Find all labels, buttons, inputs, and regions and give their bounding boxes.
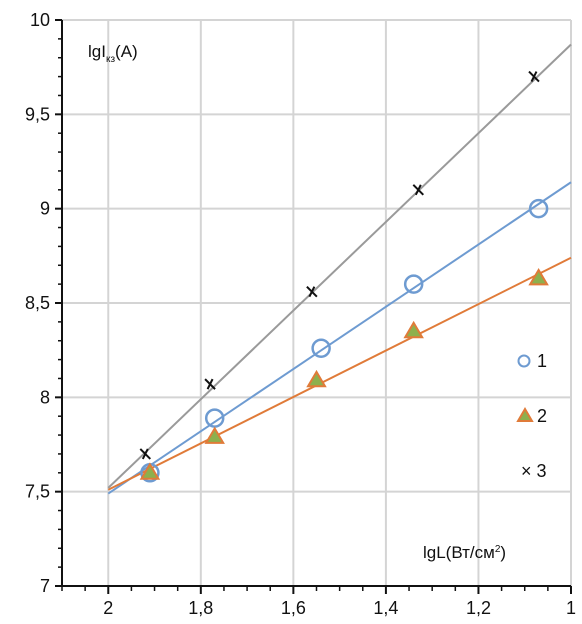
data-points [139, 70, 549, 483]
cross-stroke [206, 378, 214, 390]
cross-stroke [308, 286, 316, 298]
x-tick-label-3: 1,4 [373, 598, 398, 618]
tick-labels: 7 7,5 8 8,5 9 9,5 10 2 1,8 1,6 1,4 1,2 1 [25, 10, 576, 618]
legend: 1 2 × 3 [516, 351, 547, 481]
y-tick-label-4: 9 [40, 199, 50, 219]
point-series-3-4 [528, 70, 540, 83]
fit-line-series-1 [107, 181, 572, 495]
cross-stroke [141, 448, 149, 460]
fit-line-series-3 [107, 43, 572, 489]
y-tick-label-1: 7,5 [25, 482, 50, 502]
legend-label-2: 2 [537, 406, 547, 426]
x-tick-label-0: 2 [103, 598, 113, 618]
point-series-3-2 [306, 285, 318, 298]
point-series-2-4 [528, 268, 549, 286]
axes [55, 19, 572, 594]
point-series-2-1 [204, 426, 225, 444]
point-series-3-1 [204, 378, 216, 390]
point-series-2-0 [139, 462, 161, 480]
y-tick-label-6: 10 [30, 10, 50, 30]
x-tick-label-5: 1 [566, 598, 576, 618]
y-axis-title: lgIкз(A) [88, 42, 138, 65]
x-tick-label-4: 1,2 [466, 598, 491, 618]
point-series-1-2 [311, 338, 331, 359]
legend-marker-2 [516, 407, 534, 422]
y-tick-label-5: 9,5 [25, 104, 50, 124]
point-series-1-4 [528, 198, 549, 219]
legend-marker-1 [517, 354, 531, 368]
x-axis-title: lgL(Вт/см2) [423, 543, 506, 562]
y-tick-label-2: 8 [40, 387, 50, 407]
y-tick-label-0: 7 [40, 576, 50, 596]
point-series-2-2 [306, 369, 327, 388]
cross-stroke [414, 184, 422, 196]
point-series-3-3 [412, 184, 425, 196]
y-tick-label-3: 8,5 [25, 293, 50, 313]
point-series-3-0 [139, 448, 151, 460]
point-series-1-3 [403, 274, 424, 294]
fit-line-series-2 [107, 256, 572, 491]
cross-stroke [530, 71, 538, 83]
x-tick-label-1: 1,8 [188, 598, 213, 618]
legend-label-1: 1 [537, 351, 547, 371]
point-series-2-3 [403, 320, 424, 339]
grid [62, 19, 572, 587]
fit-lines [107, 43, 572, 495]
x-tick-label-2: 1,6 [281, 598, 306, 618]
legend-label-3: × 3 [521, 461, 547, 481]
